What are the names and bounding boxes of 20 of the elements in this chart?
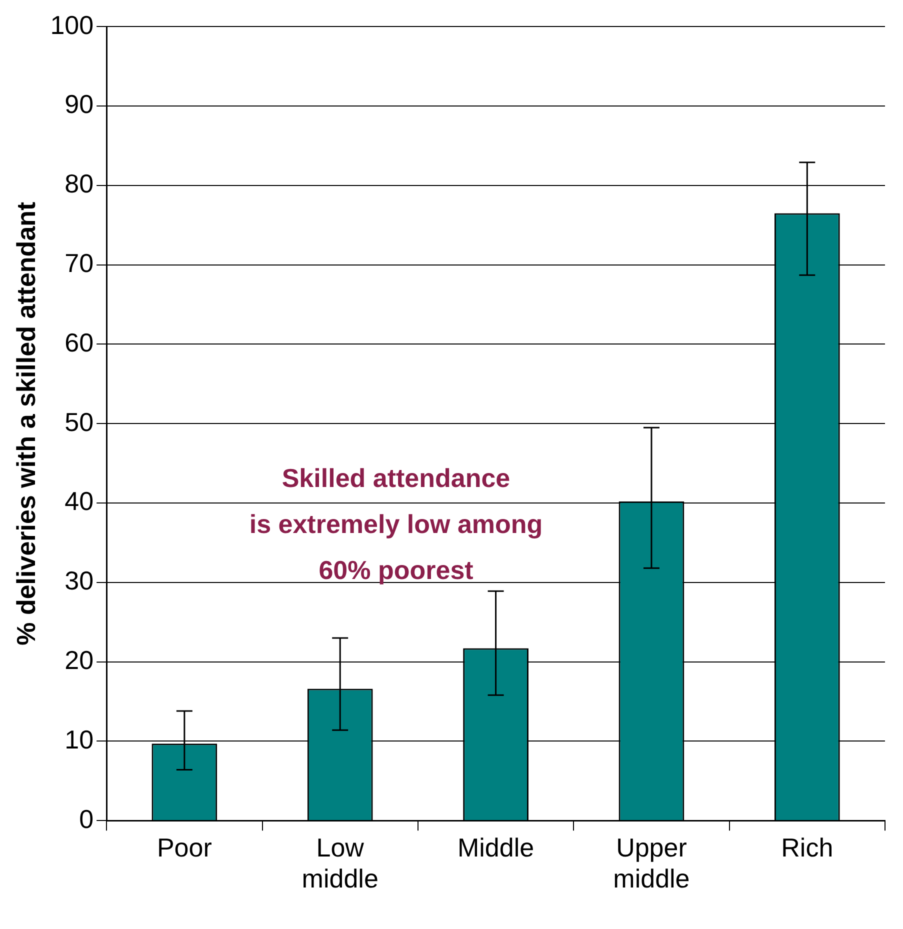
y-tick-label: 100 xyxy=(50,10,94,40)
y-tick-label: 80 xyxy=(64,168,94,199)
y-tick-label: 60 xyxy=(64,327,94,358)
y-tick-label: 70 xyxy=(64,248,94,278)
x-tick-label: Middle xyxy=(457,832,534,862)
y-axis-title: % deliveries with a skilled attendant xyxy=(10,201,41,646)
y-tick-label: 0 xyxy=(79,804,94,834)
y-tick-label: 50 xyxy=(64,406,94,437)
annotation: is extremely low among xyxy=(249,509,543,540)
x-tick-label: Upper middle xyxy=(613,832,690,894)
x-tick-label: Poor xyxy=(156,832,212,862)
y-tick-label: 10 xyxy=(64,724,94,754)
y-tick-label: 20 xyxy=(64,644,94,675)
annotation: Skilled attendance xyxy=(282,463,510,494)
y-tick-label: 40 xyxy=(64,486,94,516)
annotation: 60% poorest xyxy=(318,555,474,586)
y-tick-label: 30 xyxy=(64,566,94,596)
x-tick-label: Low middle xyxy=(302,832,378,894)
x-tick-label: Rich xyxy=(781,832,834,862)
y-tick-label: 90 xyxy=(64,89,94,120)
